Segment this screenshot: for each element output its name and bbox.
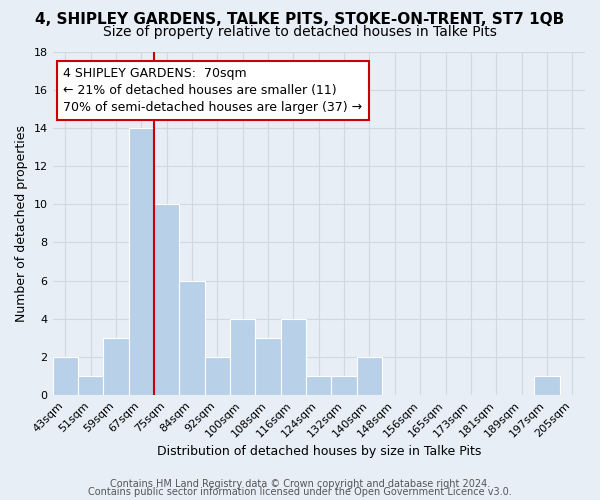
Bar xyxy=(154,204,179,395)
Bar xyxy=(534,376,560,395)
Text: Contains HM Land Registry data © Crown copyright and database right 2024.: Contains HM Land Registry data © Crown c… xyxy=(110,479,490,489)
Text: Size of property relative to detached houses in Talke Pits: Size of property relative to detached ho… xyxy=(103,25,497,39)
Bar xyxy=(53,357,78,395)
Bar xyxy=(331,376,357,395)
Bar xyxy=(281,319,306,395)
Bar xyxy=(78,376,103,395)
Y-axis label: Number of detached properties: Number of detached properties xyxy=(15,125,28,322)
Bar xyxy=(256,338,281,395)
Bar xyxy=(357,357,382,395)
Text: 4, SHIPLEY GARDENS, TALKE PITS, STOKE-ON-TRENT, ST7 1QB: 4, SHIPLEY GARDENS, TALKE PITS, STOKE-ON… xyxy=(35,12,565,28)
Bar xyxy=(306,376,331,395)
Text: 4 SHIPLEY GARDENS:  70sqm
← 21% of detached houses are smaller (11)
70% of semi-: 4 SHIPLEY GARDENS: 70sqm ← 21% of detach… xyxy=(63,67,362,114)
Bar xyxy=(103,338,128,395)
X-axis label: Distribution of detached houses by size in Talke Pits: Distribution of detached houses by size … xyxy=(157,444,481,458)
Bar xyxy=(179,280,205,395)
Text: Contains public sector information licensed under the Open Government Licence v3: Contains public sector information licen… xyxy=(88,487,512,497)
Bar xyxy=(205,357,230,395)
Bar xyxy=(128,128,154,395)
Bar xyxy=(230,319,256,395)
